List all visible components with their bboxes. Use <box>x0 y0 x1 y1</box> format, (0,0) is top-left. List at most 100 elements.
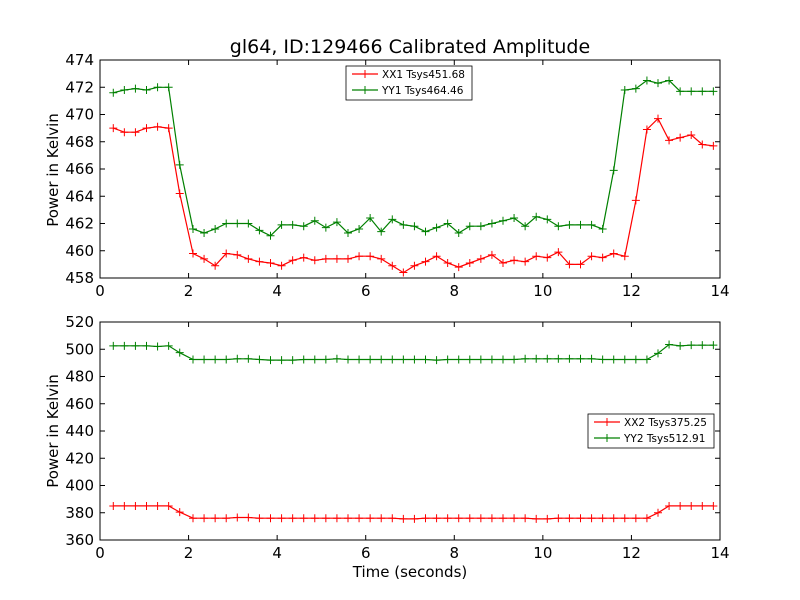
data-point-yy1 <box>189 224 197 233</box>
bottom-x-tick-label: 4 <box>272 544 282 562</box>
data-point-yy2 <box>587 354 596 363</box>
data-point-xx2 <box>609 514 618 523</box>
data-point-yy2 <box>120 341 129 350</box>
data-point-xx2 <box>576 514 585 523</box>
data-point-xx2 <box>510 514 519 523</box>
data-point-xx2 <box>432 514 441 523</box>
data-point-yy2 <box>576 354 585 363</box>
top-x-tick-label: 4 <box>272 282 282 300</box>
data-point-yy1 <box>120 85 129 94</box>
data-point-yy2 <box>310 355 319 364</box>
top-x-tick-label: 14 <box>710 282 729 300</box>
data-point-xx2 <box>487 514 496 523</box>
data-point-xx1 <box>565 260 574 269</box>
data-point-xx2 <box>631 514 640 523</box>
data-point-yy1 <box>620 85 629 94</box>
bottom-legend-box <box>587 413 715 449</box>
data-point-xx1 <box>642 125 651 134</box>
data-point-xx2 <box>598 514 607 523</box>
data-point-yy1 <box>266 231 275 240</box>
data-point-yy1 <box>164 83 173 92</box>
bottom-subplot: Time (seconds) Power in Kelvin 0 2 4 6 8 10 12… <box>44 313 730 581</box>
top-x-tick-label: 6 <box>361 282 371 300</box>
data-point-yy2 <box>377 355 386 364</box>
data-point-xx2 <box>310 514 319 523</box>
data-point-yy2 <box>432 356 441 365</box>
data-point-xx1 <box>432 252 441 261</box>
data-point-xx2 <box>299 514 308 523</box>
bottom-y-tick-label: 460 <box>65 395 94 413</box>
data-point-xx1 <box>576 260 585 269</box>
bottom-x-tick-label: 12 <box>622 544 641 562</box>
data-point-yy1 <box>131 84 140 93</box>
data-point-yy2 <box>598 355 607 364</box>
bottom-y-tick-label: 380 <box>65 504 94 522</box>
data-point-yy2 <box>499 355 507 364</box>
data-point-xx1 <box>687 130 696 139</box>
data-point-xx1 <box>465 259 474 268</box>
data-point-xx2 <box>565 514 574 523</box>
data-point-yy1 <box>598 224 607 233</box>
data-point-xx1 <box>321 254 330 263</box>
data-point-yy2 <box>211 355 220 364</box>
data-point-yy2 <box>399 355 408 364</box>
data-point-xx2 <box>142 501 151 510</box>
data-point-xx2 <box>131 501 140 510</box>
legend-marker-yy1 <box>361 86 369 94</box>
data-point-xx2 <box>532 514 541 523</box>
data-point-xx2 <box>410 514 419 523</box>
data-point-xx1 <box>698 140 707 149</box>
data-point-yy2 <box>288 356 297 365</box>
data-point-xx2 <box>465 514 474 523</box>
data-point-xx1 <box>377 254 386 263</box>
top-y-tick-label: 458 <box>65 269 94 287</box>
data-point-yy1 <box>222 219 231 228</box>
top-legend: XX1 Tsys451.68 YY1 Tsys464.46 <box>345 65 473 101</box>
data-point-xx1 <box>499 259 507 268</box>
data-point-yy2 <box>487 355 496 364</box>
data-point-yy2 <box>554 354 563 363</box>
data-point-yy1 <box>233 219 242 228</box>
data-point-yy1 <box>510 214 519 223</box>
data-point-yy2 <box>277 356 286 365</box>
data-point-yy2 <box>255 355 264 364</box>
top-subplot: gl64, ID:129466 Calibrated Amplitude Pow… <box>44 36 730 300</box>
data-point-yy2 <box>687 341 696 350</box>
data-point-yy1 <box>532 212 541 221</box>
data-point-yy1 <box>175 160 184 169</box>
data-point-xx2 <box>153 501 162 510</box>
data-point-yy1 <box>642 76 651 85</box>
data-point-xx1 <box>510 256 519 265</box>
legend-marker-xx1 <box>361 70 369 78</box>
top-y-tick-label: 474 <box>65 51 94 69</box>
data-point-xx2 <box>332 514 341 523</box>
data-point-xx2 <box>377 514 386 523</box>
data-point-xx1 <box>244 254 253 263</box>
data-point-yy2 <box>654 349 662 358</box>
bottom-legend: XX2 Tsys375.25 YY2 Tsys512.91 <box>587 413 715 449</box>
bottom-y-tick-label: 440 <box>65 422 94 440</box>
data-point-yy2 <box>620 355 629 364</box>
top-x-tick-label: 2 <box>184 282 194 300</box>
data-point-xx2 <box>288 514 297 523</box>
top-y-tick-label: 472 <box>65 78 94 96</box>
data-point-xx1 <box>631 196 640 205</box>
data-point-xx1 <box>142 124 151 133</box>
data-point-yy2 <box>189 355 197 364</box>
data-point-xx2 <box>244 513 253 522</box>
legend-marker-xx2 <box>603 418 611 426</box>
top-y-tick-label: 466 <box>65 160 94 178</box>
data-point-yy2 <box>222 355 231 364</box>
top-legend-box <box>345 65 473 101</box>
data-point-yy1 <box>543 215 552 224</box>
data-point-yy1 <box>521 222 530 231</box>
data-point-xx1 <box>109 124 118 133</box>
bottom-x-tick-label: 0 <box>95 544 105 562</box>
data-point-yy1 <box>399 220 408 229</box>
data-point-xx1 <box>587 252 596 261</box>
data-point-yy1 <box>142 85 151 94</box>
data-point-xx1 <box>487 250 496 259</box>
data-point-yy2 <box>709 341 718 350</box>
chart-title: gl64, ID:129466 Calibrated Amplitude <box>230 36 590 58</box>
data-point-yy2 <box>698 341 707 350</box>
